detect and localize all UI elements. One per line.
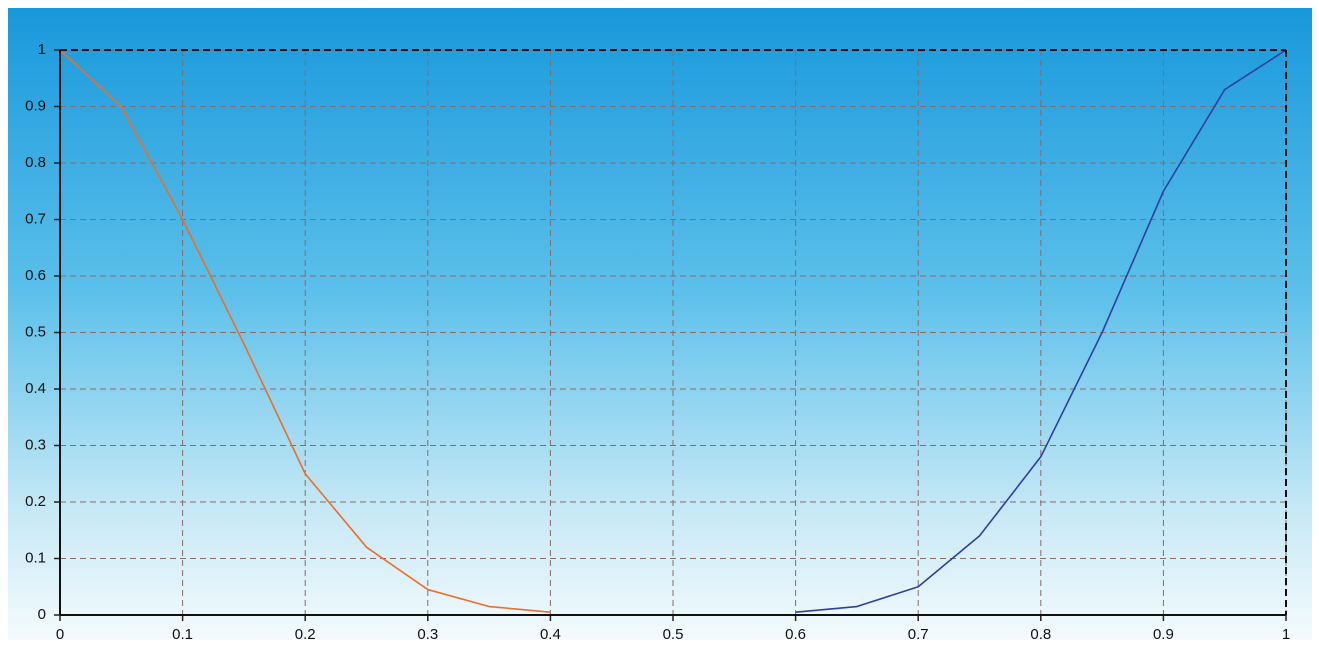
y-tick-label: 0.9 [25,97,46,114]
x-tick-label: 1 [1282,626,1290,643]
x-tick-label: 0 [56,626,64,643]
y-tick-label: 0.1 [25,549,46,566]
x-tick-label: 0.8 [1030,626,1051,643]
y-tick-label: 0 [38,606,46,623]
y-tick-label: 0.7 [25,210,46,227]
x-tick-label: 0.4 [540,626,561,643]
y-tick-label: 0.6 [25,267,46,284]
x-tick-label: 0.3 [417,626,438,643]
x-tick-label: 0.9 [1153,626,1174,643]
y-tick-label: 0.4 [25,380,46,397]
background [8,8,1312,640]
y-tick-label: 1 [38,41,46,58]
y-tick-label: 0.2 [25,493,46,510]
x-tick-label: 0.7 [908,626,929,643]
y-tick-label: 0.3 [25,436,46,453]
chart: 0 0.1 0.2 0.3 0.4 0.5 0.6 0.7 0.8 0.9 1 0 0.1 0.2 0.3 0… [0,0,1319,653]
y-tick-label: 0.5 [25,323,46,340]
x-tick-label: 0.1 [172,626,193,643]
y-tick-label: 0.8 [25,154,46,171]
x-tick-label: 0.2 [295,626,316,643]
x-tick-label: 0.6 [785,626,806,643]
x-tick-label: 0.5 [663,626,684,643]
